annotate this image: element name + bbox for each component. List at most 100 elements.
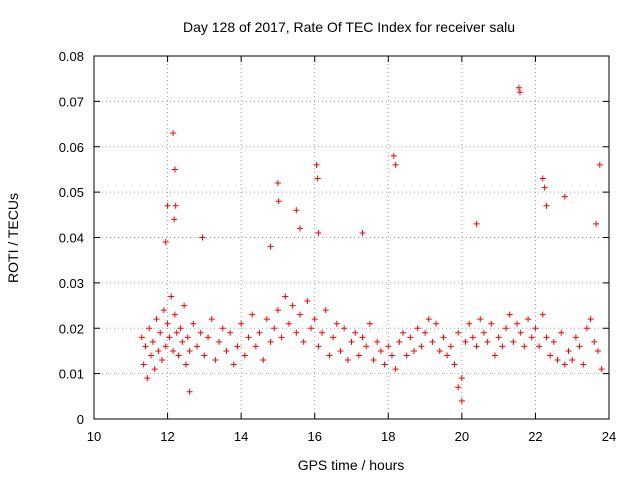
data-point [547,352,554,359]
data-point [313,161,320,168]
data-point [160,307,167,314]
data-point [462,338,469,345]
data-point [216,338,223,345]
data-point [171,311,178,318]
data-point [155,347,162,354]
data-point [359,334,366,341]
data-point [173,329,180,336]
data-point [205,334,212,341]
data-point [543,334,550,341]
data-point [363,343,370,350]
plot-frame [93,55,610,420]
data-point [263,316,270,323]
data-point [536,343,543,350]
data-point [425,316,432,323]
data-point [466,320,473,327]
data-point [344,357,351,364]
y-tick-label: 0.05 [59,185,84,200]
y-axis-label: ROTI / TECUs [5,193,21,283]
data-point [293,207,300,214]
data-point [374,338,381,345]
data-point [315,343,322,350]
data-point [304,298,311,305]
data-point [177,325,184,332]
data-point [366,320,373,327]
grid-lines [94,56,609,419]
x-tick-label: 18 [381,429,395,444]
data-point [596,161,603,168]
data-point [293,329,300,336]
y-tick-label: 0.02 [59,321,84,336]
x-tick-label: 22 [528,429,542,444]
data-point [517,329,524,336]
data-point [179,338,186,345]
data-point [337,347,344,354]
data-point [311,316,318,323]
chart-title: Day 128 of 2017, Rate Of TEC Index for r… [183,19,515,35]
data-point [436,347,443,354]
data-point [598,366,605,373]
data-point [348,338,355,345]
data-point [359,229,366,236]
y-tick-label: 0.04 [59,231,84,246]
data-point [300,338,307,345]
data-point [392,161,399,168]
data-point [212,357,219,364]
y-tick-label: 0.07 [59,94,84,109]
data-point [444,352,451,359]
data-point [515,84,522,91]
data-point [326,352,333,359]
data-point [447,343,454,350]
data-point [197,329,204,336]
data-point [539,311,546,318]
data-point [528,334,535,341]
data-point [297,225,303,232]
data-point [495,334,502,341]
data-point [414,325,421,332]
data-point [407,334,414,341]
data-point [144,375,151,382]
data-point [256,329,263,336]
y-tick-label: 0.06 [59,140,84,155]
data-point [208,316,215,323]
data-point [381,361,388,368]
data-point [561,193,568,200]
x-tick-label: 12 [160,429,174,444]
data-point [162,343,169,350]
data-point [285,320,292,327]
data-point [484,338,491,345]
data-point [175,352,182,359]
data-point [162,239,169,246]
data-point [330,334,337,341]
data-point [142,343,149,350]
data-point [274,180,281,187]
data-point [558,329,565,336]
data-point [422,329,429,336]
x-tick-label: 24 [602,429,616,444]
data-point [190,320,197,327]
y-tick-label: 0 [77,412,84,427]
data-point [510,338,517,345]
x-tick-label: 14 [234,429,248,444]
data-points [138,84,605,404]
data-point [532,325,539,332]
data-point [308,325,315,332]
data-point [355,352,362,359]
data-point [377,347,384,354]
data-point [433,320,440,327]
data-point [271,325,278,332]
data-point [138,334,145,341]
data-point [576,343,583,350]
data-point [506,311,513,318]
data-point [164,320,171,327]
data-point [392,366,399,373]
data-point [561,361,568,368]
data-point [260,357,267,364]
data-point [333,320,340,327]
data-point [455,329,462,336]
data-point [297,311,303,318]
data-point [550,338,557,345]
data-point [594,347,601,354]
data-point [403,352,410,359]
